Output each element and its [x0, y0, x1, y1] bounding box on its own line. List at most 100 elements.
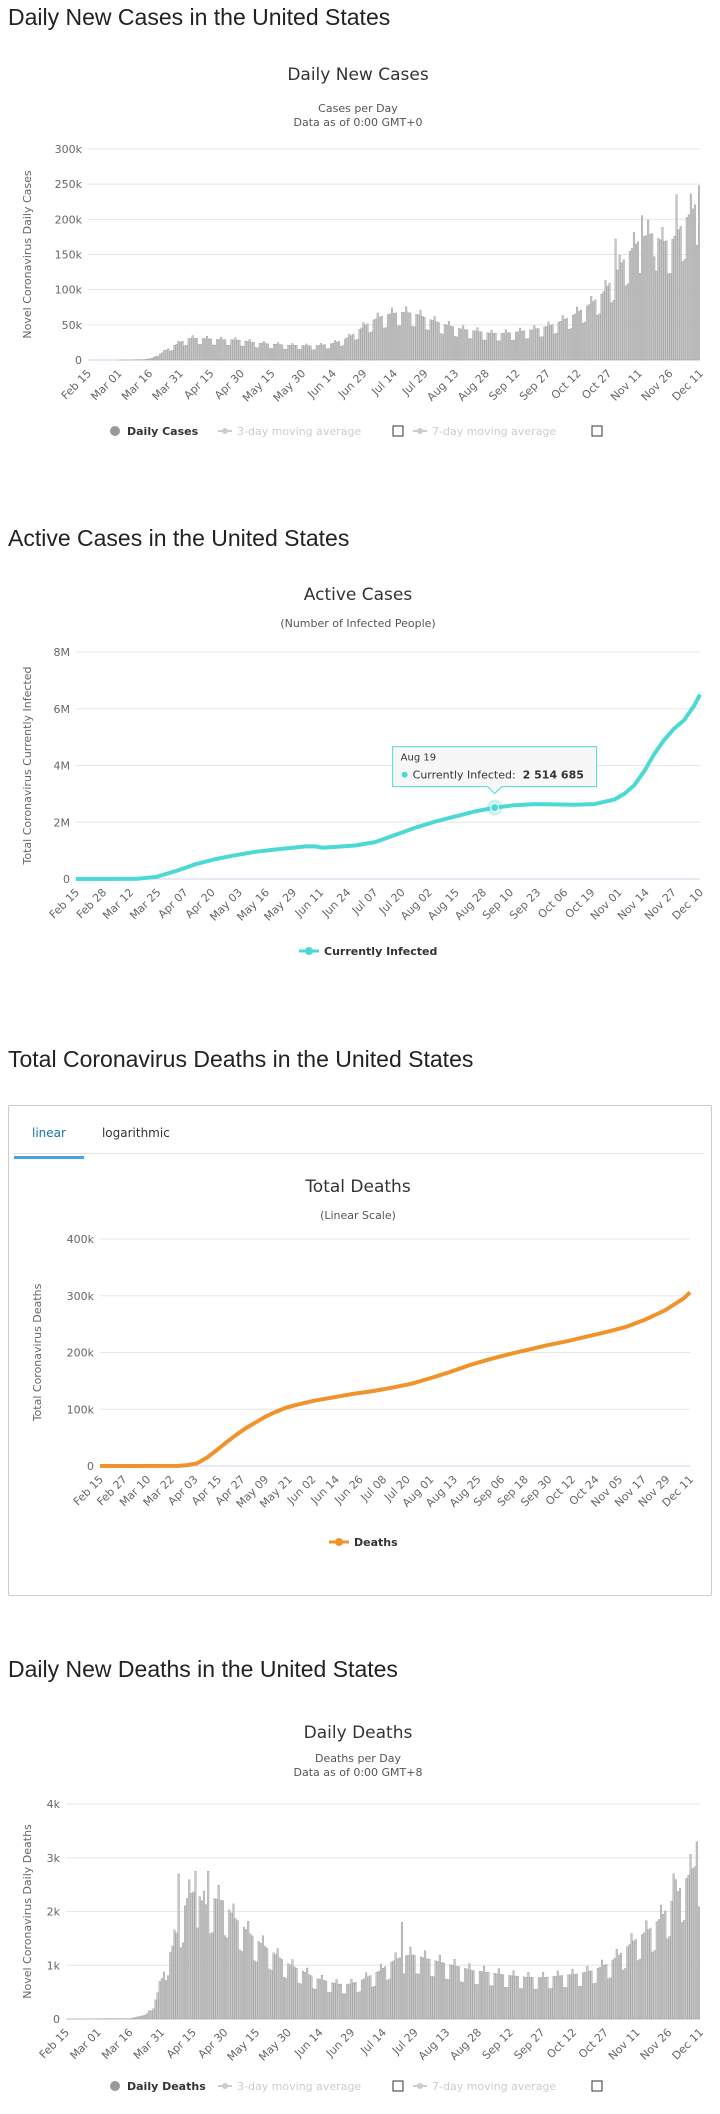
bar: [411, 1954, 414, 2020]
bar: [565, 1987, 568, 2020]
bar: [547, 321, 550, 361]
y-tick-label: 0: [63, 873, 70, 886]
bar: [533, 325, 536, 361]
bar: [425, 329, 428, 361]
tab-linear[interactable]: linear: [14, 1118, 84, 1159]
legend-marker: [222, 428, 228, 434]
bar: [496, 340, 499, 361]
bar: [458, 328, 461, 361]
bar: [224, 339, 227, 361]
bar: [417, 314, 420, 361]
bar: [274, 1954, 277, 2020]
y-axis-label: Total Coronavirus Deaths: [31, 1283, 44, 1422]
bar: [191, 335, 194, 361]
bar: [439, 333, 442, 361]
bar: [634, 1939, 637, 2020]
x-tick-label: Mar 01: [68, 2026, 104, 2062]
bar: [609, 1977, 612, 2020]
bar: [580, 1985, 582, 2020]
bar: [683, 1919, 686, 2020]
bar: [559, 321, 562, 361]
bar: [485, 1971, 488, 2020]
x-tick-label: Jul 14: [357, 2026, 389, 2058]
bar: [289, 345, 292, 361]
bar: [160, 1978, 163, 2020]
y-tick-label: 4k: [47, 1798, 61, 1811]
bar: [424, 1950, 427, 2020]
bar: [382, 1968, 384, 2020]
bar: [318, 1979, 321, 2020]
bar: [615, 1949, 618, 2020]
bar: [344, 338, 347, 361]
bar: [266, 343, 269, 361]
bar: [386, 314, 389, 361]
bar: [556, 1970, 559, 2020]
y-tick-label: 3k: [47, 1852, 61, 1865]
bar: [628, 251, 631, 361]
bar: [575, 1973, 578, 2020]
x-tick-label: Mar 01: [88, 367, 124, 403]
chart-subtitle: Cases per Day: [318, 102, 398, 115]
bar: [268, 1968, 271, 2020]
bar: [426, 1958, 429, 2020]
bar: [181, 341, 184, 361]
bar: [275, 344, 278, 361]
tooltip-date: Aug 19: [401, 753, 436, 764]
bar: [438, 1954, 441, 2020]
bar: [367, 1976, 370, 2020]
bar: [502, 1974, 505, 2020]
y-tick-label: 300k: [55, 143, 83, 156]
bar: [596, 315, 599, 361]
bar: [405, 306, 408, 361]
tooltip-marker: [401, 771, 408, 778]
bar: [480, 331, 483, 361]
chart-title: Total Deaths: [304, 1177, 411, 1197]
bar: [291, 343, 294, 361]
bar: [576, 306, 578, 361]
bar: [653, 256, 656, 361]
x-tick-label: Dec 11: [670, 2026, 707, 2063]
bar: [281, 344, 284, 361]
bar: [278, 1957, 281, 2020]
bar: [360, 327, 363, 361]
bar: [236, 1920, 239, 2020]
bar: [248, 339, 251, 361]
bar: [210, 338, 212, 361]
bar: [482, 339, 485, 361]
bar: [468, 1963, 471, 2020]
bar: [240, 345, 243, 361]
bar: [535, 328, 538, 361]
bar: [634, 243, 637, 361]
x-tick-label: May 15: [225, 2026, 263, 2064]
bar: [186, 1898, 189, 2020]
bar: [193, 338, 196, 361]
tab-logarithmic[interactable]: logarithmic: [101, 1126, 170, 1140]
bar: [590, 1970, 593, 2020]
bar: [626, 283, 629, 361]
bar: [249, 1933, 252, 2020]
bar: [632, 1940, 635, 2020]
x-tick-label: Aug 28: [455, 367, 492, 404]
bar: [230, 1912, 233, 2020]
bar: [238, 340, 241, 361]
bar: [476, 327, 479, 361]
bar: [195, 338, 198, 361]
bar: [586, 305, 589, 361]
bar: [434, 1960, 437, 2020]
bar: [403, 1973, 406, 2020]
bar: [310, 1975, 313, 2020]
bar: [348, 1983, 351, 2020]
bar: [549, 325, 552, 361]
bar: [567, 329, 570, 361]
bar: [314, 1989, 317, 2020]
bar: [222, 339, 225, 361]
bar: [293, 345, 296, 361]
bar: [529, 329, 532, 361]
chart-title: Daily New Cases: [287, 65, 429, 85]
bar: [614, 238, 617, 361]
bar: [478, 331, 481, 361]
series-line: [75, 693, 702, 881]
bar: [607, 1978, 610, 2020]
bar: [422, 1957, 425, 2020]
bar: [489, 1985, 492, 2020]
